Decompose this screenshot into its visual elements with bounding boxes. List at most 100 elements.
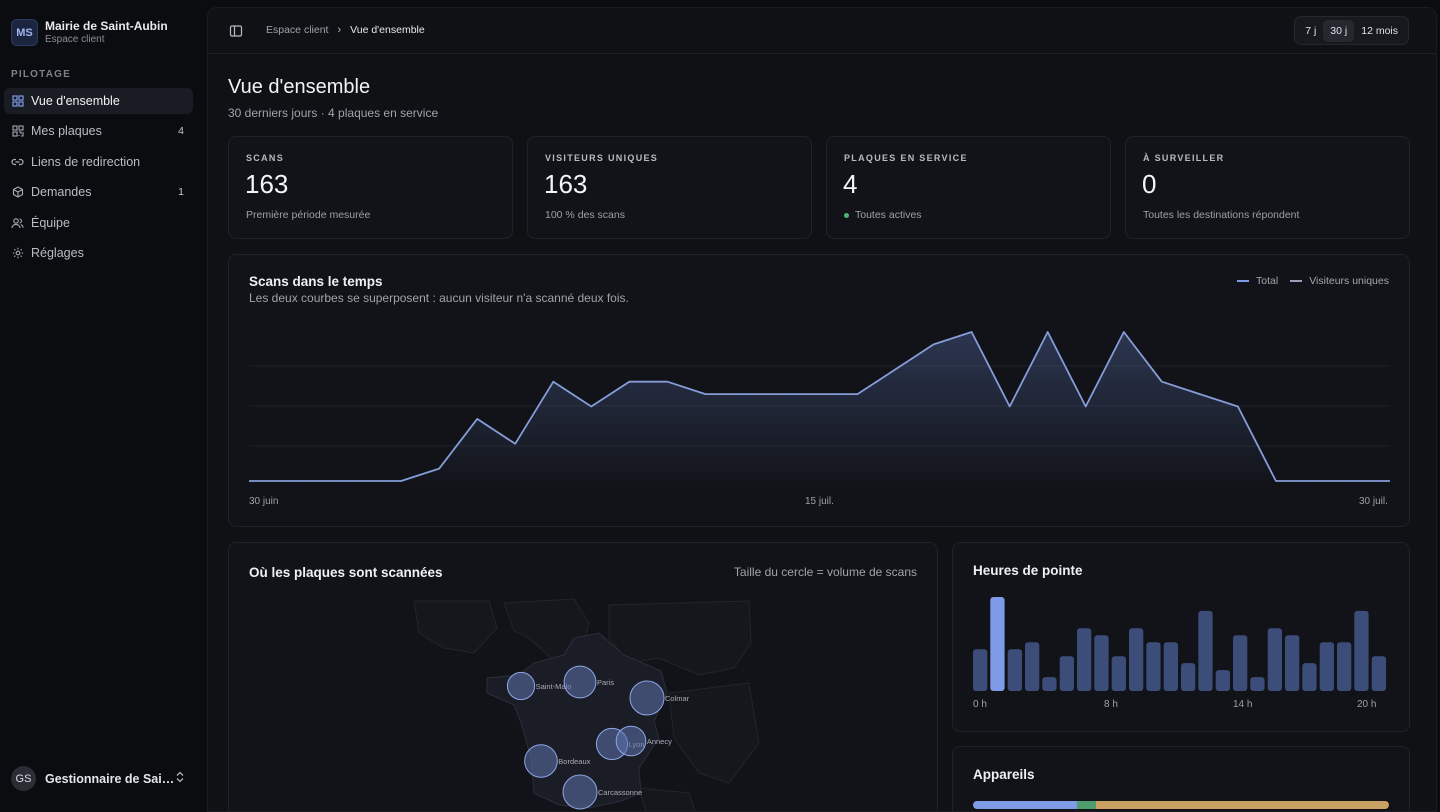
sidebar-item-overview[interactable]: Vue d'ensemble [4, 88, 193, 114]
x-tick-label: 15 juil. [805, 496, 834, 507]
page-title: Vue d'ensemble [228, 76, 371, 98]
hour-bar [1285, 635, 1300, 691]
range-12m-button[interactable]: 12 mois [1361, 24, 1398, 37]
x-tick-label: 30 juin [249, 496, 279, 507]
user-menu[interactable]: GS Gestionnaire de Sai… [11, 766, 189, 791]
stat-label: À SURVEILLER [1143, 153, 1225, 163]
hour-bar [1007, 649, 1022, 691]
stat-note: Toutes actives [844, 209, 922, 221]
sidebar-item-label: Réglages [31, 245, 84, 260]
nav-section-label: PILOTAGE [11, 69, 71, 80]
chevron-right-icon: › [337, 24, 342, 36]
x-tick-label: 14 h [1233, 699, 1253, 710]
sidebar-item-plates[interactable]: Mes plaques 4 [4, 118, 193, 144]
stat-card-monitor: À SURVEILLER 0 Toutes les destinations r… [1125, 136, 1410, 239]
sidebar-item-team[interactable]: Équipe [4, 210, 193, 236]
sidebar-item-requests[interactable]: Demandes 1 [4, 179, 193, 205]
timeline-chart [249, 331, 1390, 482]
range-7d-button[interactable]: 7 j [1305, 24, 1317, 37]
city-label: Annecy [647, 737, 672, 746]
org-name: Mairie de Saint-Aubin [45, 19, 168, 33]
breadcrumb-current: Vue d'ensemble [350, 24, 425, 36]
city-bubble[interactable] [562, 774, 598, 810]
hour-bar [1059, 656, 1074, 691]
status-dot [844, 212, 849, 218]
x-tick-label: 0 h [973, 699, 987, 710]
hour-bar [1250, 677, 1265, 691]
sidebar-item-label: Mes plaques [31, 124, 102, 139]
sidebar-item-count: 1 [178, 186, 184, 199]
stat-value: 163 [544, 169, 588, 199]
sidebar-item-label: Demandes [31, 185, 92, 200]
sidebar-item-label: Liens de redirection [31, 154, 141, 169]
hour-bar [1111, 656, 1126, 691]
x-tick-label: 30 juil. [1359, 496, 1388, 507]
breadcrumb: Espace client › Vue d'ensemble [266, 24, 425, 36]
qr-icon [11, 125, 24, 138]
org-subtitle: Espace client [45, 34, 105, 45]
stat-value: 0 [1142, 169, 1157, 199]
user-name: Gestionnaire de Sai… [45, 771, 175, 786]
map-note: Taille du cercle = volume de scans [733, 565, 917, 579]
hour-bar [990, 597, 1005, 691]
org-logo: MS [11, 19, 38, 46]
hour-bar [1198, 610, 1213, 691]
chart-legend: Total Visiteurs uniques [1225, 275, 1389, 287]
series-line-unique [249, 331, 1390, 482]
map-title: Où les plaques sont scannées [249, 565, 443, 580]
city-label: Paris [597, 678, 614, 687]
city-label: Saint-Malo [536, 682, 572, 691]
hour-bar [1215, 670, 1230, 691]
breadcrumb-link[interactable]: Espace client [266, 24, 329, 36]
city-bubble[interactable] [506, 671, 536, 701]
stat-card-plates: PLAQUES EN SERVICE 4 Toutes actives [826, 136, 1111, 239]
sidebar-item-label: Équipe [31, 215, 70, 230]
org-switcher[interactable]: MS Mairie de Saint-Aubin Espace client [11, 19, 168, 46]
hour-bar [1337, 642, 1352, 691]
hour-bar [1163, 642, 1178, 691]
stat-label: SCANS [246, 153, 285, 163]
hour-bar [1233, 635, 1248, 691]
sidebar-item-settings[interactable]: Réglages [4, 240, 193, 266]
sidebar-nav: Vue d'ensemble Mes plaques 4 Liens de re… [4, 88, 193, 270]
device-segment [1077, 801, 1096, 809]
scan-map[interactable]: Saint-MaloParisColmarLyonAnnecyBordeauxC… [229, 543, 939, 812]
topbar: Espace client › Vue d'ensemble 7 j 30 j … [208, 8, 1436, 54]
city-label: Colmar [665, 694, 690, 703]
sidebar-item-links[interactable]: Liens de redirection [4, 149, 193, 175]
city-bubble[interactable] [563, 665, 597, 699]
stat-value: 163 [245, 169, 289, 199]
city-bubble[interactable] [615, 725, 647, 757]
hour-bar [1094, 635, 1109, 691]
hour-bar [1302, 663, 1317, 691]
stat-note: Première période mesurée [246, 209, 371, 221]
timeline-subtitle: Les deux courbes se superposent : aucun … [249, 291, 629, 305]
city-bubble[interactable] [524, 744, 558, 778]
hour-bar [1077, 628, 1092, 691]
sidebar: MS Mairie de Saint-Aubin Espace client P… [0, 0, 200, 812]
timeline-card: Scans dans le temps Les deux courbes se … [228, 254, 1410, 527]
devices-share-bar [973, 801, 1389, 809]
hour-bar [1181, 663, 1196, 691]
main-panel: Espace client › Vue d'ensemble 7 j 30 j … [207, 7, 1437, 812]
stat-label: VISITEURS UNIQUES [545, 153, 659, 163]
range-30d-button[interactable]: 30 j [1323, 19, 1355, 42]
devices-card: Appareils [952, 746, 1410, 811]
gear-icon [11, 246, 24, 259]
sidebar-item-label: Vue d'ensemble [31, 94, 120, 108]
stat-card-scans: SCANS 163 Première période mesurée [228, 136, 513, 239]
link-icon [11, 155, 24, 168]
devices-title: Appareils [973, 767, 1035, 782]
hour-bar [1354, 610, 1369, 691]
stat-card-visitors: VISITEURS UNIQUES 163 100 % des scans [527, 136, 812, 239]
legend-item-total: Total [1237, 275, 1278, 287]
city-bubble[interactable] [629, 680, 665, 716]
hour-bar [1129, 628, 1144, 691]
timeline-title: Scans dans le temps [249, 274, 383, 289]
stat-label: PLAQUES EN SERVICE [844, 153, 968, 163]
users-icon [11, 216, 24, 229]
hour-bar [1267, 628, 1282, 691]
grid-icon [11, 95, 24, 108]
sidebar-toggle-icon[interactable] [229, 24, 243, 38]
sidebar-item-count: 4 [178, 125, 184, 138]
